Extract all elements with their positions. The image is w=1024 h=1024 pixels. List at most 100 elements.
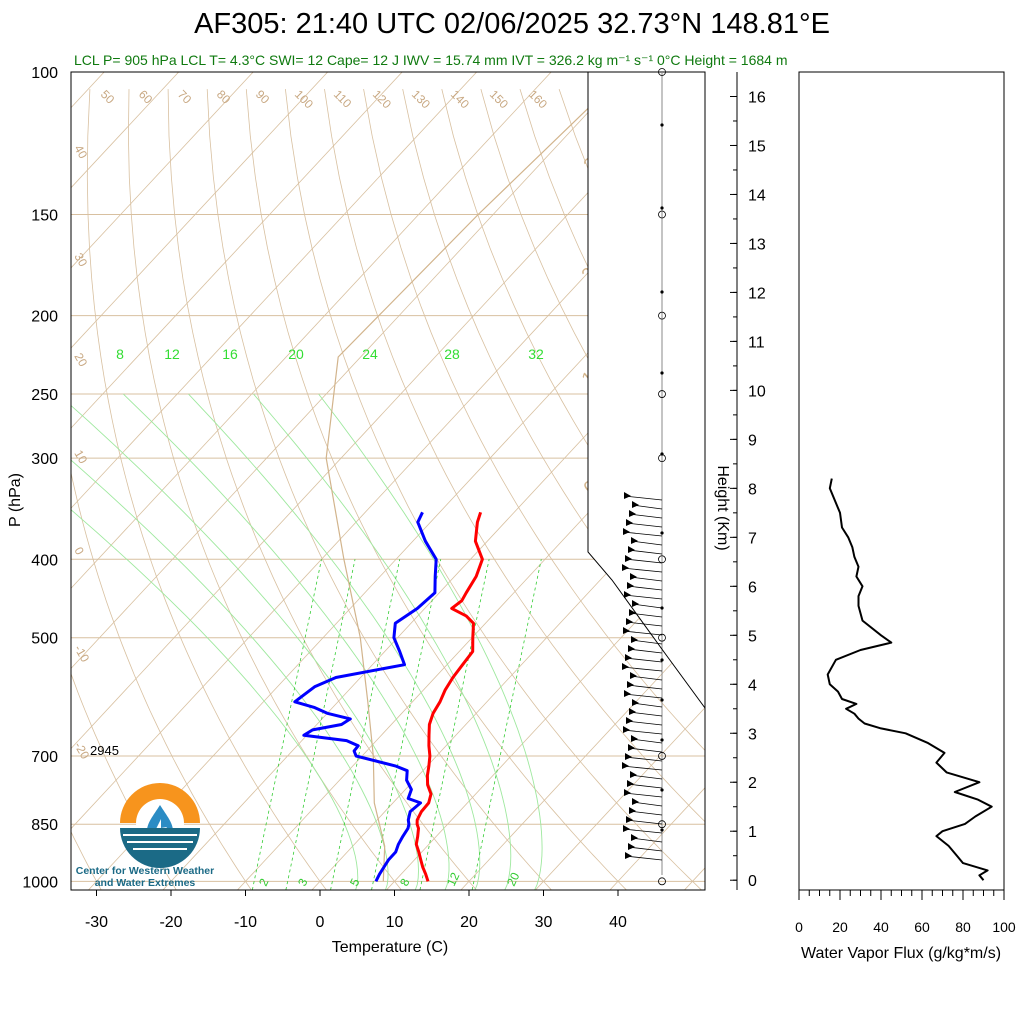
dry-adiabat-line — [206, 89, 553, 890]
barb-dot — [660, 452, 664, 456]
wind-barb-flag — [628, 645, 635, 652]
x-tick-label: -20 — [159, 914, 182, 931]
wind-barb-flag — [632, 501, 639, 508]
wind-barb — [621, 765, 663, 771]
barb-dot — [660, 698, 664, 702]
y-tick-label: 1000 — [22, 874, 58, 891]
barb-dot — [660, 371, 664, 375]
wind-barb — [627, 747, 663, 753]
sounding-indices: LCL P= 905 hPa LCL T= 4.3°C SWI= 12 Cape… — [74, 52, 788, 68]
water-drop-icon — [120, 783, 200, 868]
barb-calm-circle — [658, 820, 666, 829]
isotherm-label: 120 — [370, 87, 394, 111]
wind-barb-flag — [624, 591, 631, 598]
dry-adiabat-label: 20 — [71, 351, 90, 370]
barb-dot — [660, 531, 664, 535]
barb-dot — [660, 738, 664, 742]
saturated-adiabat-line — [318, 393, 543, 890]
barb-calm-circle — [658, 311, 666, 320]
wind-barb — [625, 720, 663, 726]
wind-barb-flag — [624, 789, 631, 796]
barb-calm-circle — [658, 633, 666, 642]
x-tick-label: 0 — [316, 914, 325, 931]
mixing-ratio-line — [251, 559, 322, 890]
dry-adiabat-line — [71, 830, 102, 890]
wind-barb-flag — [626, 618, 633, 625]
isotherm-label: 110 — [331, 87, 355, 111]
barb-dot — [660, 606, 664, 610]
skewt-right-mask — [588, 72, 706, 708]
wind-barb-flag — [632, 699, 639, 706]
wind-barb-flag — [625, 654, 632, 661]
wind-barb — [628, 612, 663, 618]
isotherm-line — [71, 72, 180, 189]
x-tick-label: -10 — [234, 914, 257, 931]
wind-barb — [625, 819, 663, 825]
wind-barb-flag — [625, 852, 632, 859]
y-tick-label: 400 — [31, 552, 58, 569]
saturated-adiabat-line — [253, 393, 512, 890]
mixing-ratio-line — [330, 559, 401, 890]
wind-barb-flag — [627, 681, 634, 688]
wind-barb-flag — [623, 528, 630, 535]
wind-barb — [628, 711, 663, 717]
wind-barb-flag — [631, 636, 638, 643]
barb-calm-circle — [658, 390, 666, 398]
dewpoint-line — [293, 511, 438, 882]
isotherm-label: 140 — [448, 87, 472, 111]
wind-barb — [624, 855, 663, 861]
skewt-annotation: 2945 — [90, 743, 119, 758]
wind-barb — [626, 585, 663, 591]
wind-barb-flag — [625, 753, 632, 760]
dry-adiabat-label: 0 — [71, 545, 87, 558]
wind-barb — [621, 567, 663, 573]
isotherm-line — [751, 35, 1024, 899]
wind-barb-flag — [626, 816, 633, 823]
y-tick-label: 850 — [31, 817, 58, 834]
wind-barb — [626, 684, 663, 690]
wind-barb — [627, 648, 663, 654]
wind-barb-flag — [628, 546, 635, 553]
mixing-ratio-line — [285, 559, 356, 890]
dry-adiabat-line — [755, 89, 1024, 898]
y-tick-label: 200 — [31, 309, 58, 326]
wind-barb-flag — [624, 492, 631, 499]
isotherm-label: 160 — [526, 87, 550, 111]
isotherm-label: 130 — [409, 87, 433, 111]
saturated-adiabat-line — [123, 393, 450, 890]
wind-barb — [623, 594, 663, 600]
dry-adiabat-line — [71, 470, 252, 890]
y-tick-label: 300 — [31, 451, 58, 468]
dry-adiabat-line — [245, 89, 628, 890]
x-tick-label: 40 — [609, 914, 627, 931]
skewt-frame — [70, 71, 706, 891]
wind-barb-flag — [625, 555, 632, 562]
barb-dot — [660, 206, 664, 210]
wind-barb — [624, 657, 663, 663]
x-tick-label: 10 — [386, 914, 404, 931]
mixing-ratio-label: 8 — [397, 876, 413, 888]
x-axis-label: Temperature (C) — [332, 939, 448, 956]
isotherm-line — [162, 306, 705, 890]
isotherm-label: 80 — [214, 87, 234, 107]
dry-adiabat-label: 40 — [71, 143, 90, 162]
barb-dot — [660, 788, 664, 792]
y-tick-label: 250 — [31, 387, 58, 404]
dry-adiabat-line — [363, 89, 705, 752]
isotherm-line — [71, 72, 478, 509]
mixing-ratio-label: 12 — [444, 870, 462, 888]
barb-calm-circle — [658, 752, 666, 760]
x-tick-label: -30 — [85, 914, 108, 931]
wind-barb-flag — [626, 519, 633, 526]
isotherm-label: 70 — [175, 87, 195, 107]
dry-adiabat-line — [71, 672, 177, 890]
y-axis-label: P (hPa) — [7, 473, 24, 527]
isotherm-line — [71, 72, 254, 269]
wind-barb-flag — [627, 582, 634, 589]
logo-caption-line2: and Water Extremes — [94, 877, 196, 889]
wind-barb — [623, 693, 663, 699]
isotherm-line — [87, 226, 705, 890]
isotherm-label: 100 — [292, 87, 316, 111]
saturated-adiabat-label: 24 — [362, 346, 378, 362]
